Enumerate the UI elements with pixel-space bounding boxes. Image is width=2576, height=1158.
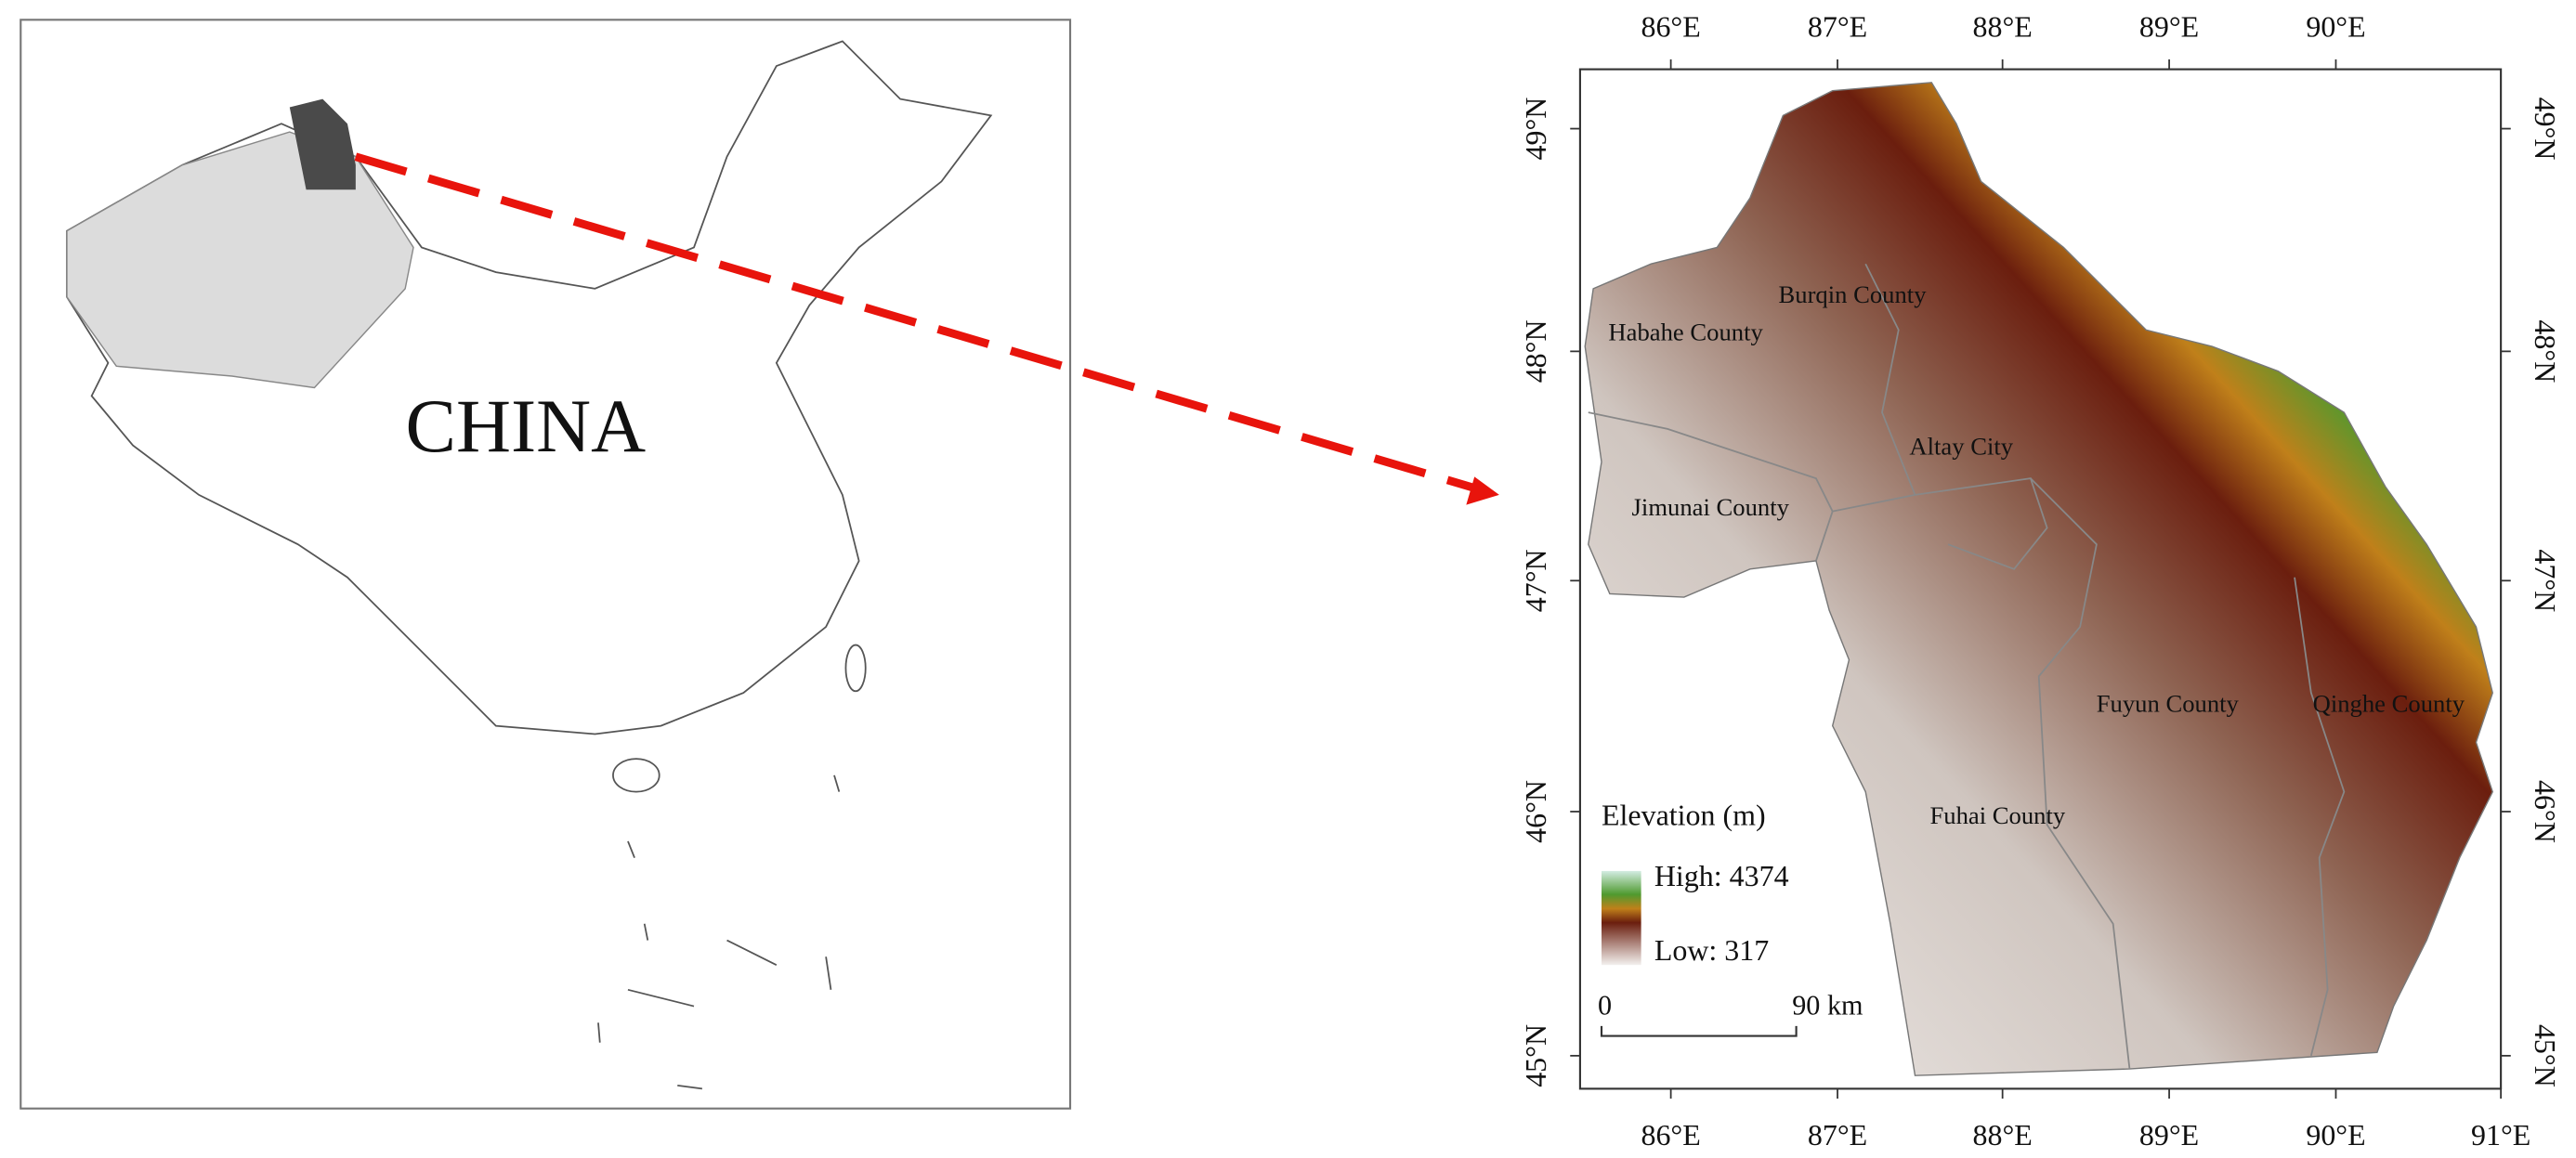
top-lon-label: 90°E <box>2306 10 2365 43</box>
place-label: Altay City <box>1909 432 2013 460</box>
place-label: Burqin County <box>1778 280 1927 308</box>
place-label: Habahe County <box>1608 319 1763 346</box>
left-lat-label: 45°N <box>1520 1024 1552 1087</box>
top-lon-label: 88°E <box>1973 10 2033 43</box>
legend-title: Elevation (m) <box>1602 799 1766 831</box>
map-frame <box>1578 68 2503 1090</box>
right-lat-label: 47°N <box>2529 549 2561 612</box>
place-label: Fuyun County <box>2097 689 2240 717</box>
xinjiang <box>66 131 414 389</box>
top-lon-label: 87°E <box>1808 10 1867 43</box>
left-lat-label: 46°N <box>1520 780 1552 843</box>
legend-ramp <box>1602 870 1641 966</box>
bottom-lon-label: 89°E <box>2139 1119 2199 1151</box>
bottom-lon-label: 87°E <box>1808 1119 1867 1151</box>
place-label: Fuhai County <box>1929 801 2065 829</box>
bottom-lon-label: 88°E <box>1973 1119 2033 1151</box>
legend-high: High: 4374 <box>1654 860 1789 892</box>
right-lat-label: 48°N <box>2529 319 2561 383</box>
top-lon-label: 89°E <box>2139 10 2199 43</box>
arrow-head <box>1466 476 1499 505</box>
right-lat-label: 46°N <box>2529 780 2561 843</box>
country-label: CHINA <box>405 384 646 468</box>
altay-region <box>289 98 356 190</box>
left-lat-label: 49°N <box>1520 98 1552 161</box>
scale-bar <box>1600 1025 1798 1037</box>
place-label: Qinghe County <box>2313 689 2465 717</box>
bottom-lon-label: 90°E <box>2306 1119 2365 1151</box>
scale-start: 0 <box>1598 989 1612 1021</box>
hainan <box>612 758 660 793</box>
right-lat-label: 49°N <box>2529 98 2561 161</box>
left-lat-label: 48°N <box>1520 319 1552 383</box>
terrain <box>1584 82 2494 1076</box>
taiwan <box>844 644 867 693</box>
top-lon-label: 86°E <box>1641 10 1700 43</box>
islands <box>597 774 841 1090</box>
place-label: Jimunai County <box>1632 493 1790 521</box>
scale-end: 90 km <box>1792 989 1863 1021</box>
arrow <box>354 152 1483 494</box>
bottom-lon-label: 86°E <box>1641 1119 1700 1151</box>
right-lat-label: 45°N <box>2529 1024 2561 1087</box>
county-boundaries <box>1588 263 2346 1070</box>
legend-low: Low: 317 <box>1654 934 1769 967</box>
bottom-lon-label: 91°E <box>2471 1119 2530 1151</box>
left-lat-label: 47°N <box>1520 549 1552 612</box>
